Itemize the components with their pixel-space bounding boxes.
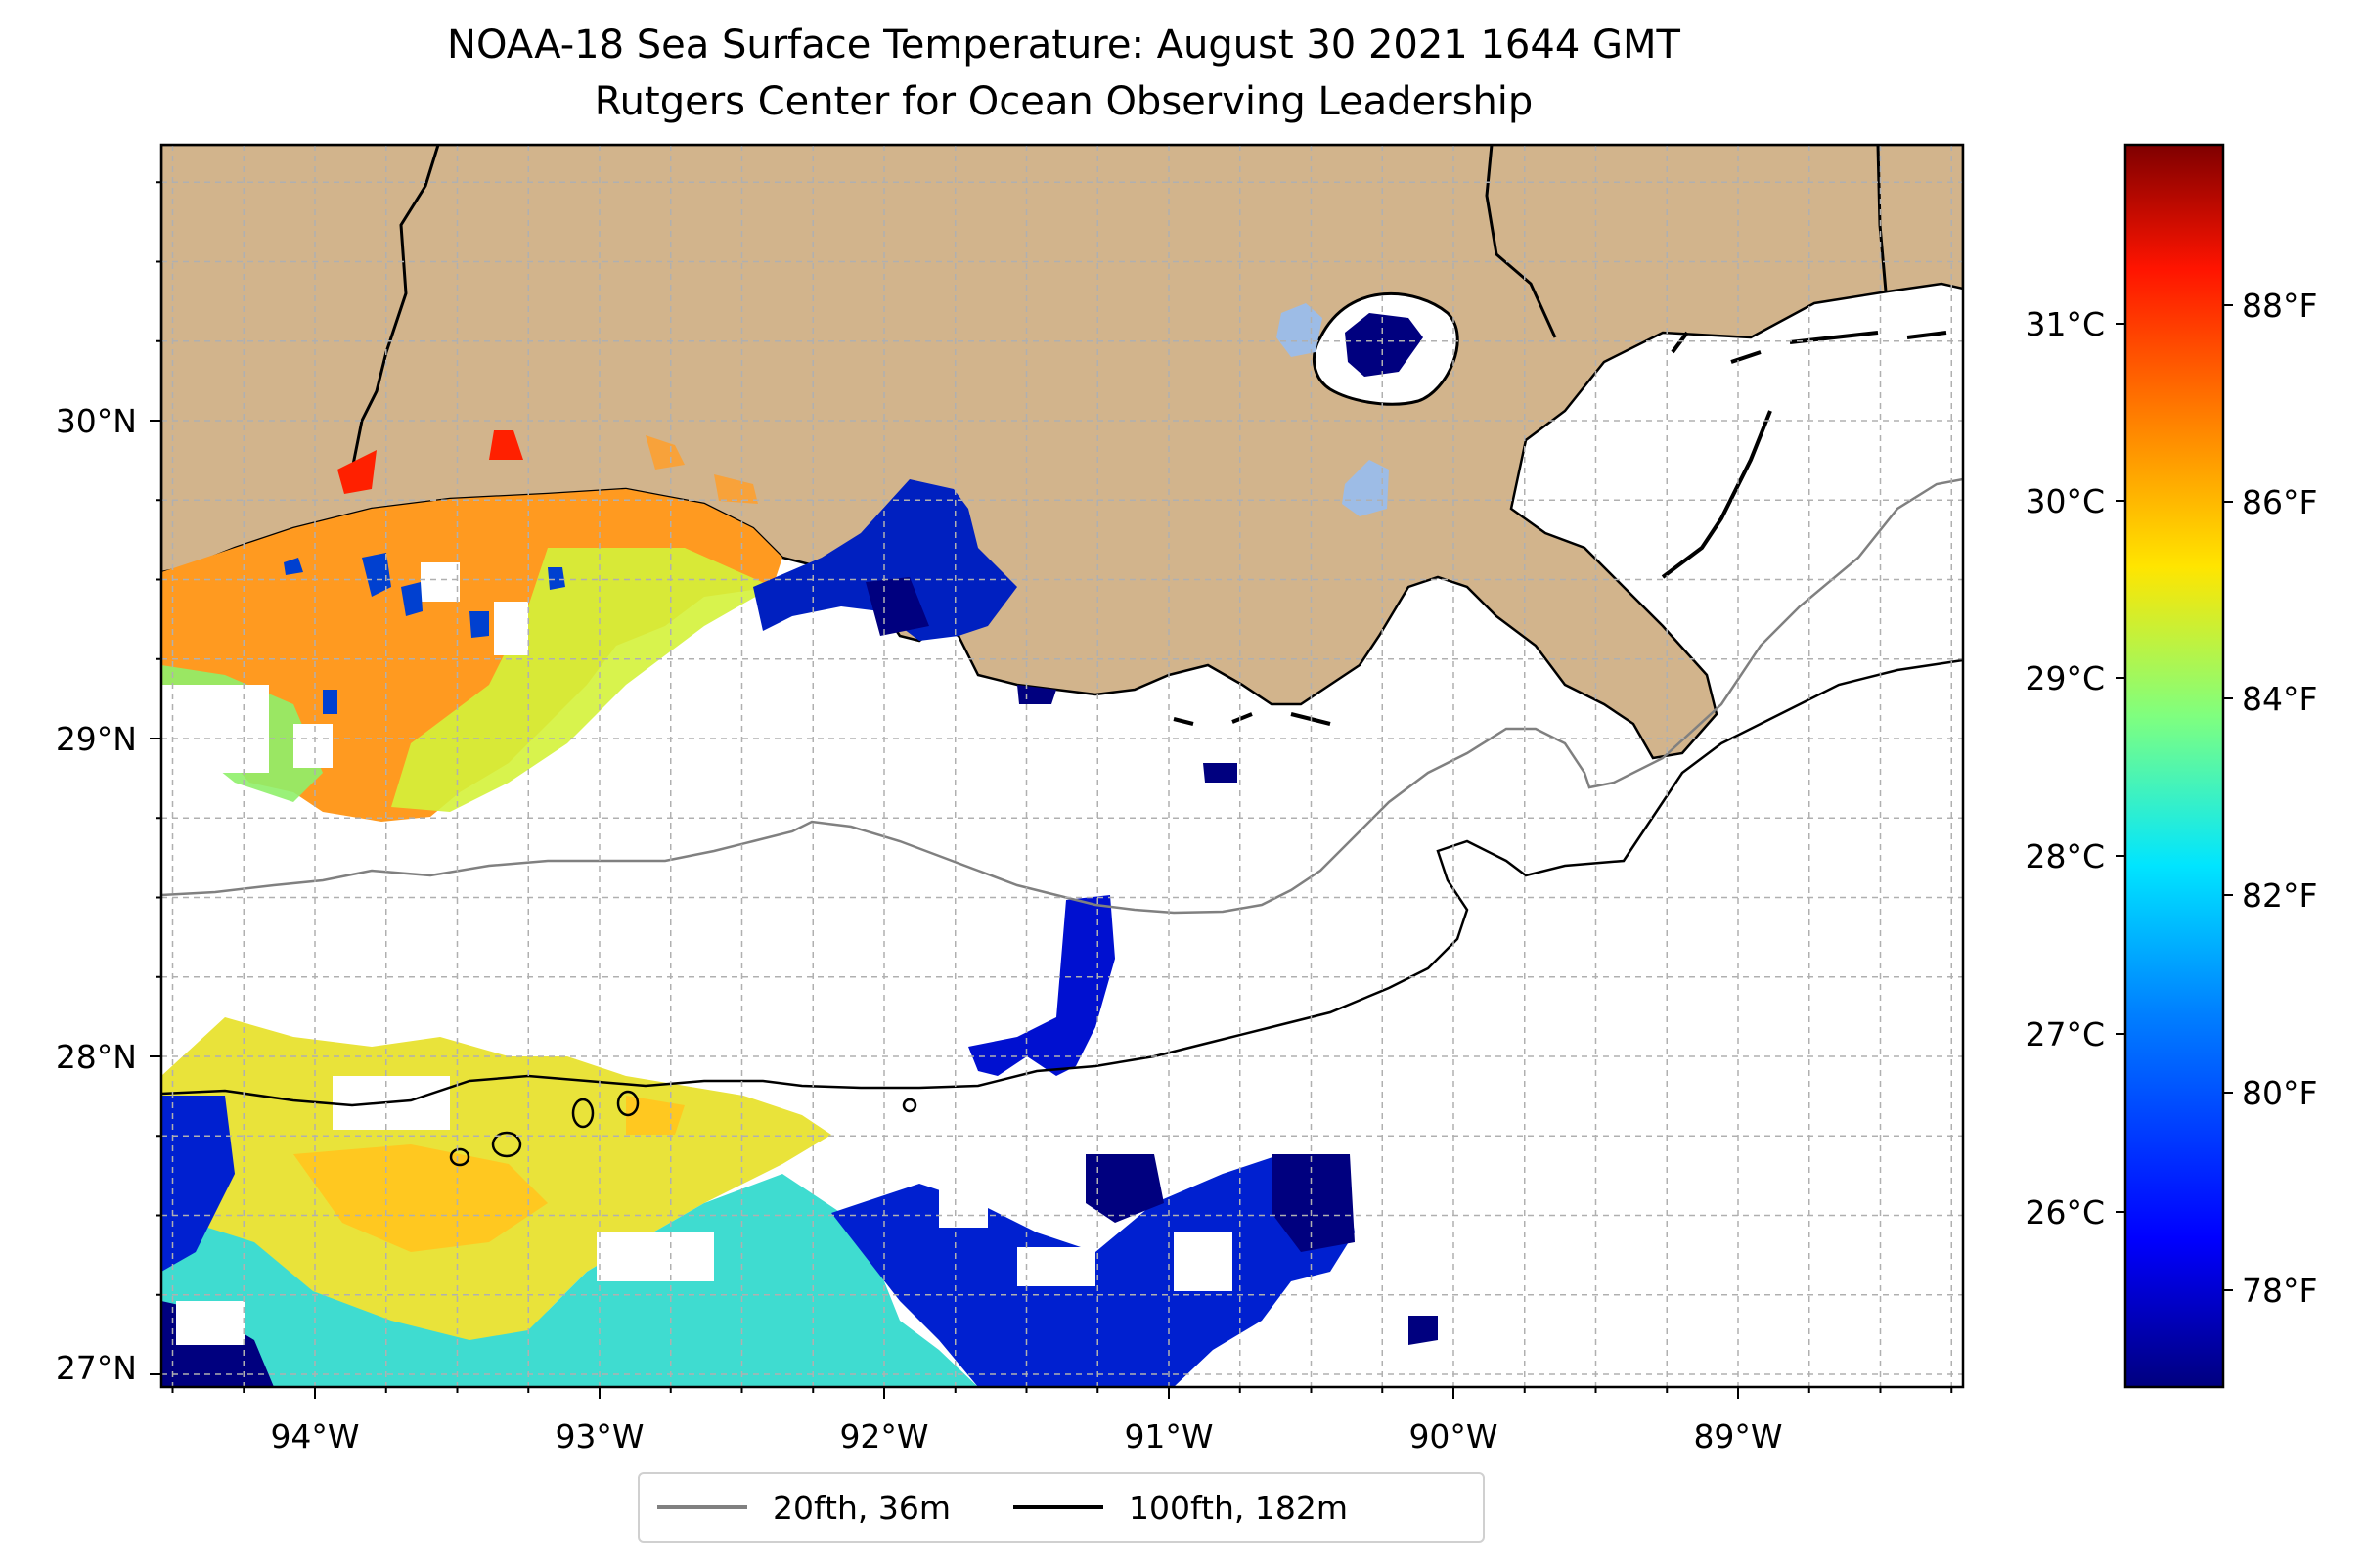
lat-tick-label: 27°N [56,1349,137,1387]
sst-red-patch-inland [489,430,523,460]
colorbar-fahrenheit-label: 82°F [2242,876,2317,915]
cloud-hole [1174,1232,1232,1291]
colorbar-celsius-label: 31°C [2025,305,2105,343]
sst-central-coast-blue [753,479,1017,641]
lon-tick-label: 89°W [1693,1417,1782,1456]
isobath-banks [449,1090,917,1167]
colorbar-fahrenheit-label: 88°F [2242,287,2317,325]
sst-sw-darkblue [161,1154,1438,1387]
colorbar-celsius-label: 30°C [2025,482,2105,520]
cloud-hole [176,1301,245,1345]
map-subtitle: Rutgers Center for Ocean Observing Leade… [594,79,1534,124]
colorbar-fahrenheit-label: 78°F [2242,1272,2317,1310]
colorbar-celsius-label: 28°C [2025,837,2105,875]
cloud-hole [851,1154,910,1184]
sst-patch-inland-cloud [1342,460,1389,516]
isobath-20fth [161,477,1963,915]
lat-tick-label: 29°N [56,720,137,758]
colorbar-celsius-label: 27°C [2025,1015,2105,1053]
map-title: NOAA-18 Sea Surface Temperature: August … [447,22,1680,67]
sst-west-shelf-yellow [391,548,773,812]
sst-sw-shelf-deepblue [161,1096,1355,1387]
colorbar-celsius-label: 29°C [2025,659,2105,697]
legend-label: 20fth, 36m [773,1488,951,1527]
cloud-hole [1017,1247,1095,1286]
cloud-hole [293,724,333,768]
sst-sw-shelf-cyan [161,1174,978,1387]
lon-tick-label: 90°W [1408,1417,1497,1456]
cloud-hole [161,685,269,773]
sst-red-patch-sabine [337,450,377,494]
cloud-hole [421,562,460,602]
legend: 20fth, 36m 100fth, 182m [638,1472,1485,1543]
colorbar-fahrenheit-label: 84°F [2242,680,2317,718]
legend-label: 100fth, 182m [1129,1488,1348,1527]
lon-tick-label: 93°W [555,1417,644,1456]
map-frame [159,143,1965,1389]
cloud-hole [597,1232,714,1281]
axis-tick-marks [150,181,1953,1399]
cloud-hole [939,1188,988,1228]
lat-tick-label: 30°N [56,402,137,440]
sst-central-dark [866,577,1237,783]
lon-tick-label: 91°W [1124,1417,1213,1456]
lon-tick-label: 92°W [839,1417,928,1456]
legend-swatch-black-line [1013,1505,1103,1509]
colorbar [2123,143,2225,1389]
colorbar-ticks [2116,304,2233,1291]
land-mass [161,145,1963,760]
sst-inland-patches [646,435,758,504]
legend-item-20fth: 20fth, 36m [657,1489,951,1527]
legend-item-100fth: 100fth, 182m [1013,1489,1348,1527]
state-border-la-ms [1485,145,1557,338]
lat-tick-label: 28°N [56,1038,137,1076]
isobath-100fth [161,658,1963,1107]
sst-mid-shelf-blue [968,895,1115,1076]
barrier-islands [1173,331,1947,726]
state-border-tx-la [350,145,440,470]
sst-patch-lake [1345,313,1423,377]
colorbar-fahrenheit-label: 86°F [2242,483,2317,521]
sst-sw-warm-core [293,1096,685,1252]
map-gridlines [161,145,1963,1387]
colorbar-celsius-label: 26°C [2025,1193,2105,1232]
cloud-hole [494,602,528,655]
legend-swatch-gray-line [657,1505,747,1509]
lon-tick-label: 94°W [270,1417,359,1456]
colorbar-fahrenheit-label: 80°F [2242,1074,2317,1112]
